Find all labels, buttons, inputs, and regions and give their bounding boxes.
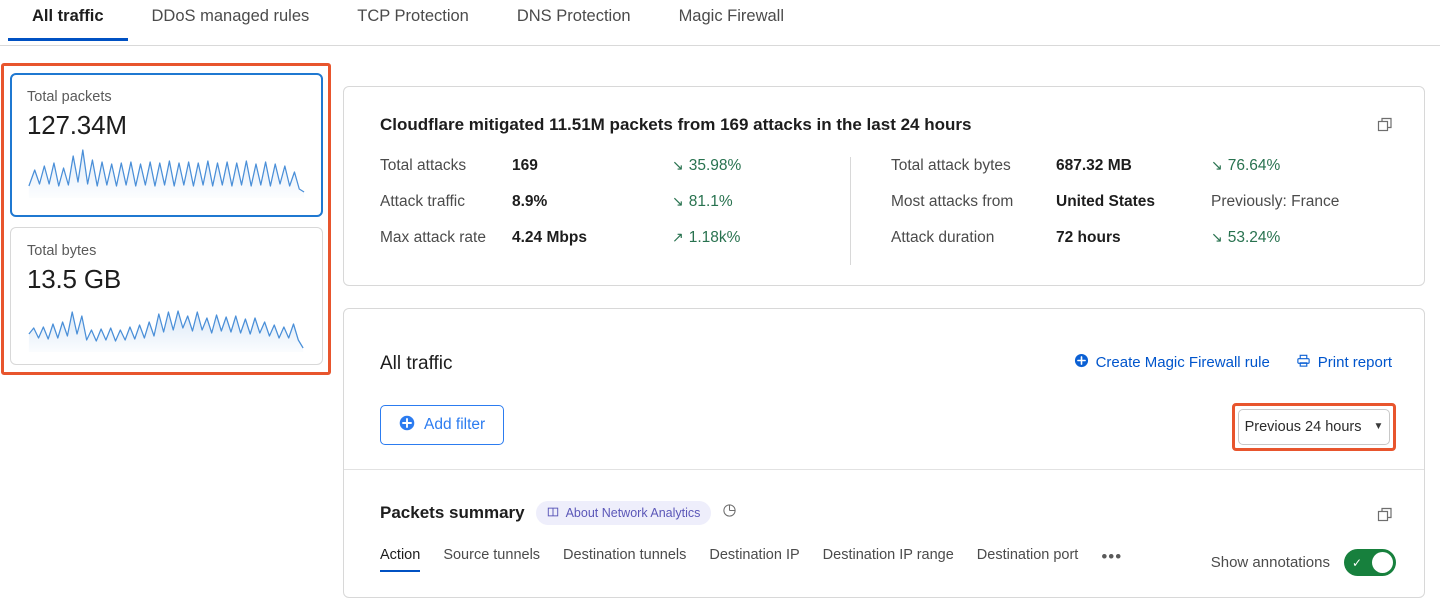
subtab-more-menu[interactable]: ••• — [1101, 547, 1123, 566]
plus-circle-icon — [1074, 353, 1089, 372]
attack-summary-panel: Cloudflare mitigated 11.51M packets from… — [343, 86, 1425, 286]
stat-delta-value: 76.64% — [1227, 157, 1281, 174]
subtab-source-tunnels[interactable]: Source tunnels — [443, 547, 541, 563]
metric-value-total-packets: 127.34M — [27, 110, 127, 140]
arrow-up-icon: ↗ — [672, 229, 684, 245]
stat-value: 687.32 MB — [1056, 157, 1132, 174]
time-range-highlight: Previous 24 hours ▼ — [1232, 403, 1396, 451]
stat-delta: ↘ 35.98% — [672, 157, 741, 175]
panel-title: All traffic — [380, 353, 453, 374]
tab-magic-firewall[interactable]: Magic Firewall — [678, 7, 784, 25]
tab-all-traffic[interactable]: All traffic — [8, 0, 128, 41]
metric-label-total-bytes: Total bytes — [27, 243, 97, 259]
plus-circle-icon — [399, 415, 415, 436]
main-tab-bar: All traffic DDoS managed rules TCP Prote… — [0, 0, 1440, 46]
stat-row: Most attacks from United States Previous… — [891, 193, 1350, 229]
arrow-down-icon: ↘ — [1211, 157, 1223, 173]
stat-row: Max attack rate 4.24 Mbps ↗ 1.18k% — [380, 229, 850, 265]
sparkline-total-bytes — [28, 310, 304, 352]
stat-name: Max attack rate — [380, 229, 486, 246]
arrow-down-icon: ↘ — [672, 193, 684, 209]
print-report-label: Print report — [1317, 354, 1392, 371]
metric-card-total-bytes[interactable]: Total bytes 13.5 GB — [10, 227, 323, 365]
tab-ddos-managed-rules[interactable]: DDoS managed rules — [151, 7, 310, 25]
stat-value: United States — [1056, 193, 1156, 210]
tab-dns-protection[interactable]: DNS Protection — [516, 7, 631, 25]
add-filter-button[interactable]: Add filter — [380, 405, 505, 445]
copy-icon[interactable] — [1376, 505, 1398, 527]
time-range-label: Previous 24 hours — [1244, 419, 1362, 435]
stat-delta-value: 81.1% — [688, 193, 733, 210]
packets-summary-subtabs: Action Source tunnels Destination tunnel… — [380, 547, 1122, 572]
stat-row: Attack duration 72 hours ↘ 53.24% — [891, 229, 1350, 265]
arrow-down-icon: ↘ — [1211, 229, 1223, 245]
stat-delta: ↗ 1.18k% — [672, 229, 740, 247]
stat-name: Total attacks — [380, 157, 467, 174]
stat-row: Total attacks 169 ↘ 35.98% — [380, 157, 850, 193]
print-report-button[interactable]: Print report — [1296, 353, 1392, 372]
stat-row: Total attack bytes 687.32 MB ↘ 76.64% — [891, 157, 1350, 193]
stat-name: Attack traffic — [380, 193, 465, 210]
check-icon: ✓ — [1352, 555, 1363, 570]
summary-stats: Total attacks 169 ↘ 35.98% Attack traffi… — [380, 157, 1350, 265]
packets-summary-header: Packets summary About Network Analytics — [380, 501, 737, 525]
metric-label-total-packets: Total packets — [27, 89, 112, 105]
subtab-destination-port[interactable]: Destination port — [976, 547, 1079, 563]
panel-actions: Create Magic Firewall rule Print report — [1074, 353, 1392, 372]
summary-headline: Cloudflare mitigated 11.51M packets from… — [380, 115, 972, 134]
panel-divider — [344, 469, 1424, 470]
show-annotations-control: Show annotations ✓ — [1211, 549, 1396, 576]
subtab-action[interactable]: Action — [380, 547, 421, 572]
subtab-destination-tunnels[interactable]: Destination tunnels — [563, 547, 687, 563]
stat-value: 72 hours — [1056, 229, 1121, 246]
metric-value-total-bytes: 13.5 GB — [27, 264, 121, 294]
stat-name: Most attacks from — [891, 193, 1014, 210]
stat-name: Total attack bytes — [891, 157, 1011, 174]
tab-tcp-protection[interactable]: TCP Protection — [357, 7, 469, 25]
subtab-destination-ip-range[interactable]: Destination IP range — [822, 547, 954, 563]
stat-value: 4.24 Mbps — [512, 229, 587, 246]
show-annotations-toggle[interactable]: ✓ — [1344, 549, 1396, 576]
stat-name: Attack duration — [891, 229, 995, 246]
subtab-destination-ip[interactable]: Destination IP — [709, 547, 800, 563]
stat-delta: ↘ 53.24% — [1211, 229, 1280, 247]
chevron-down-icon: ▼ — [1373, 421, 1384, 432]
printer-icon — [1296, 353, 1311, 372]
create-magic-firewall-rule-button[interactable]: Create Magic Firewall rule — [1074, 353, 1270, 372]
stat-delta-value: 53.24% — [1227, 229, 1281, 246]
sparkline-total-packets — [28, 149, 305, 198]
show-annotations-label: Show annotations — [1210, 554, 1330, 571]
stat-delta: ↘ 76.64% — [1211, 157, 1280, 175]
copy-icon[interactable] — [1376, 115, 1398, 137]
stat-delta: ↘ 81.1% — [672, 193, 733, 211]
all-traffic-panel: All traffic Create Magic Firewall rule P… — [343, 308, 1425, 598]
create-rule-label: Create Magic Firewall rule — [1095, 354, 1270, 371]
pill-label: About Network Analytics — [565, 506, 701, 520]
stat-value: 169 — [512, 157, 538, 174]
book-icon — [547, 506, 559, 521]
add-filter-label: Add filter — [424, 416, 486, 433]
stat-delta: Previously: France — [1211, 193, 1340, 210]
stat-row: Attack traffic 8.9% ↘ 81.1% — [380, 193, 850, 229]
packets-summary-title: Packets summary — [380, 503, 525, 522]
pie-chart-icon[interactable] — [722, 503, 737, 523]
summary-stats-left: Total attacks 169 ↘ 35.98% Attack traffi… — [380, 157, 850, 265]
stat-delta-value: 1.18k% — [688, 229, 741, 246]
metric-cards-highlight — [1, 63, 331, 375]
about-network-analytics-pill[interactable]: About Network Analytics — [535, 501, 712, 525]
metric-card-total-packets[interactable]: Total packets 127.34M — [10, 73, 323, 217]
stat-value: 8.9% — [512, 193, 548, 210]
arrow-down-icon: ↘ — [672, 157, 684, 173]
summary-stats-right: Total attack bytes 687.32 MB ↘ 76.64% Mo… — [850, 157, 1350, 265]
time-range-select[interactable]: Previous 24 hours ▼ — [1238, 409, 1390, 445]
toggle-knob — [1372, 552, 1393, 573]
stat-delta-value: 35.98% — [688, 157, 742, 174]
